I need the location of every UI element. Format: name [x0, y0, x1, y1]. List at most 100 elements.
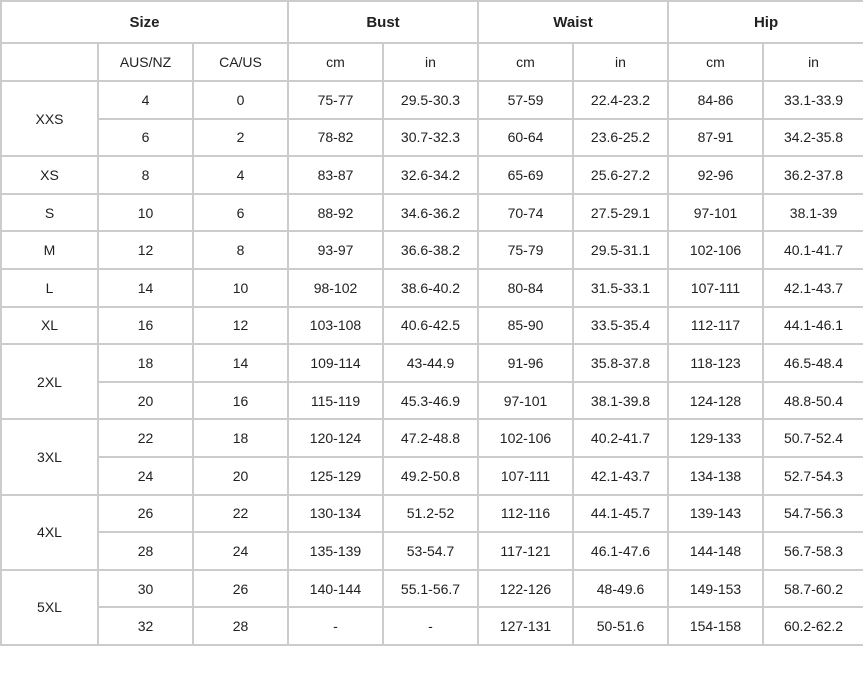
value-cell: 139-143 — [667, 493, 765, 534]
value-cell: 75-79 — [477, 230, 574, 270]
value-cell: 24 — [97, 455, 194, 496]
value-cell: 54.7-56.3 — [762, 493, 863, 534]
size-label-cell: S — [0, 192, 99, 233]
value-cell: 107-111 — [477, 455, 574, 496]
size-chart-table: Size Bust Waist Hip AUS/NZ CA/US cm in c… — [0, 0, 863, 646]
value-cell: 43-44.9 — [382, 343, 479, 383]
value-cell: 127-131 — [477, 606, 574, 646]
value-cell: 28 — [97, 531, 194, 571]
value-cell: 97-101 — [477, 380, 574, 421]
value-cell: 83-87 — [287, 155, 384, 195]
value-cell: 102-106 — [477, 418, 574, 458]
value-cell: 4 — [97, 80, 194, 120]
value-cell: 60-64 — [477, 117, 574, 158]
group-header-bust: Bust — [287, 0, 479, 44]
value-cell: 58.7-60.2 — [762, 568, 863, 609]
value-cell: 130-134 — [287, 493, 384, 534]
value-cell: 18 — [97, 343, 194, 383]
value-cell: 53-54.7 — [382, 531, 479, 571]
value-cell: - — [382, 606, 479, 646]
value-cell: 124-128 — [667, 380, 765, 421]
group-header-row: Size Bust Waist Hip — [0, 0, 863, 44]
value-cell: 36.6-38.2 — [382, 230, 479, 270]
table-row: 28 24 135-139 53-54.7 117-121 46.1-47.6 144-14… — [1, 531, 863, 571]
value-cell: 109-114 — [287, 343, 384, 383]
sub-header-hip-cm: cm — [667, 42, 765, 82]
value-cell: 112-117 — [667, 305, 765, 346]
value-cell: 122-126 — [477, 568, 574, 609]
value-cell: 0 — [192, 80, 289, 120]
value-cell: 8 — [97, 155, 194, 195]
group-header-waist: Waist — [476, 0, 670, 44]
value-cell: 42.1-43.7 — [571, 455, 670, 496]
value-cell: 23.6-25.2 — [571, 117, 670, 158]
value-cell: 102-106 — [667, 230, 765, 270]
value-cell: 103-108 — [287, 305, 384, 346]
value-cell: 10 — [97, 192, 194, 233]
value-cell: 2 — [192, 117, 289, 158]
value-cell: 22.4-23.2 — [571, 80, 670, 120]
value-cell: 6 — [192, 192, 289, 233]
value-cell: 40.2-41.7 — [571, 418, 670, 458]
value-cell: - — [287, 606, 384, 646]
sub-header-hip-in: in — [762, 42, 863, 82]
size-label-cell: 2XL — [0, 343, 99, 421]
size-label-cell: M — [0, 230, 99, 270]
value-cell: 55.1-56.7 — [382, 568, 479, 609]
size-chart-body: XXS 4 0 75-77 29.5-30.3 57-59 22.4-23.2 84-86 33… — [0, 79, 863, 646]
sub-header-bust-cm: cm — [287, 42, 384, 82]
value-cell: 22 — [97, 418, 194, 458]
sub-header-bust-in: in — [382, 42, 479, 82]
sub-header-row: AUS/NZ CA/US cm in cm in cm in — [0, 42, 863, 82]
value-cell: 18 — [192, 418, 289, 458]
value-cell: 40.1-41.7 — [762, 230, 863, 270]
sub-header-waist-cm: cm — [477, 42, 574, 82]
value-cell: 44.1-45.7 — [571, 493, 670, 534]
value-cell: 33.5-35.4 — [571, 305, 670, 346]
value-cell: 50-51.6 — [571, 606, 670, 646]
value-cell: 125-129 — [287, 455, 384, 496]
value-cell: 115-119 — [287, 380, 384, 421]
value-cell: 92-96 — [667, 155, 765, 195]
value-cell: 20 — [97, 380, 194, 421]
sub-header-blank — [0, 42, 99, 82]
value-cell: 91-96 — [477, 343, 574, 383]
value-cell: 42.1-43.7 — [762, 267, 863, 308]
size-label-cell: XL — [0, 305, 99, 346]
size-label-cell: L — [0, 267, 99, 308]
table-row: S 10 6 88-92 34.6-36.2 70-74 27.5-29.1 97-101 38… — [0, 192, 863, 233]
value-cell: 87-91 — [667, 117, 765, 158]
value-cell: 65-69 — [477, 155, 574, 195]
value-cell: 107-111 — [667, 267, 765, 308]
value-cell: 70-74 — [477, 192, 574, 233]
value-cell: 25.6-27.2 — [571, 155, 670, 195]
table-row: 32 28- -127-131 50-51.6 154-158 60.2-62.2 — [1, 606, 863, 646]
value-cell: 12 — [192, 305, 289, 346]
value-cell: 57-59 — [477, 80, 574, 120]
size-label-cell: XXS — [0, 79, 99, 158]
value-cell: 98-102 — [287, 267, 384, 308]
value-cell: 48.8-50.4 — [762, 380, 863, 421]
value-cell: 50.7-52.4 — [762, 418, 863, 458]
value-cell: 97-101 — [667, 192, 765, 233]
table-row: XXS 4 0 75-77 29.5-30.3 57-59 22.4-23.2 84-86 33… — [0, 79, 863, 158]
value-cell: 22 — [192, 493, 289, 534]
value-cell: 78-82 — [287, 117, 384, 158]
value-cell: 80-84 — [477, 267, 574, 308]
value-cell: 85-90 — [477, 305, 574, 346]
value-cell: 20 — [192, 455, 289, 496]
value-cell: 29.5-30.3 — [382, 80, 479, 120]
value-cell: 149-153 — [667, 568, 765, 609]
value-cell: 4 — [192, 155, 289, 195]
table-row: 2XL 18 14 109-114 43-44.9 91-96 35.8-37.8 118-1… — [0, 343, 863, 421]
table-row: 5XL 30 26 140-144 55.1-56.7 122-126 48-49.6 149… — [0, 568, 863, 646]
value-cell: 84-86 — [667, 80, 765, 120]
value-cell: 44.1-46.1 — [762, 305, 863, 346]
value-cell: 16 — [192, 380, 289, 421]
value-cell: 47.2-48.8 — [382, 418, 479, 458]
sub-header-ca-us: CA/US — [192, 42, 289, 82]
group-header-size: Size — [0, 0, 289, 44]
value-cell: 144-148 — [667, 531, 765, 571]
value-cell: 154-158 — [667, 606, 765, 646]
value-cell: 46.5-48.4 — [762, 343, 863, 383]
